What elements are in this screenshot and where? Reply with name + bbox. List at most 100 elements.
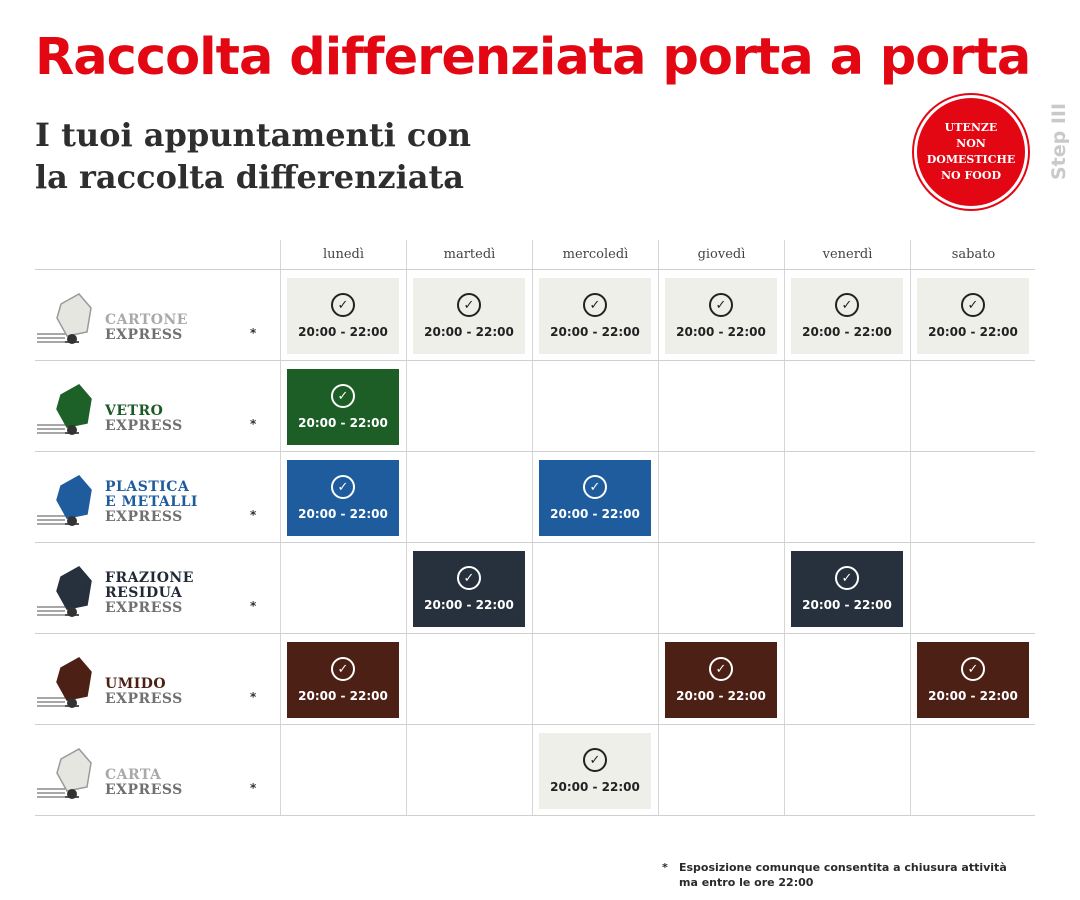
waste-type-name: CARTONE	[105, 312, 188, 328]
glass-bin-icon	[35, 383, 101, 443]
footnote-mark: *	[662, 861, 668, 874]
slot-time: 20:00 - 22:00	[802, 325, 892, 339]
user-type-badge: UTENZE NON DOMESTICHE NO FOOD	[914, 95, 1028, 209]
asterisk-note: *	[250, 781, 257, 795]
collection-slot: ✓ 20:00 - 22:00	[287, 460, 399, 536]
asterisk-note: *	[250, 690, 257, 704]
day-cell	[658, 452, 784, 542]
check-clock-icon: ✓	[961, 657, 985, 681]
collection-slot: ✓ 20:00 - 22:00	[287, 642, 399, 718]
slot-time: 20:00 - 22:00	[802, 598, 892, 612]
express-label: EXPRESS	[105, 691, 183, 707]
check-clock-icon: ✓	[457, 566, 481, 590]
table-row: UMIDO EXPRESS * ✓ 20:00 - 22:00 ✓ 20:00 - 22:0…	[35, 634, 1035, 725]
day-cell: ✓ 20:00 - 22:00	[532, 270, 658, 360]
day-cell	[406, 634, 532, 724]
day-cell	[658, 725, 784, 815]
collection-slot: ✓ 20:00 - 22:00	[917, 642, 1029, 718]
slot-time: 20:00 - 22:00	[424, 325, 514, 339]
residual-bin-icon	[35, 565, 101, 625]
page-subtitle: I tuoi appuntamenti con la raccolta diff…	[35, 116, 471, 196]
footnote-text: Esposizione comunque consentita a chiusu…	[679, 861, 1007, 889]
day-cell	[784, 634, 910, 724]
waste-type-name: FRAZIONE RESIDUA	[105, 570, 194, 601]
express-label: EXPRESS	[105, 782, 183, 798]
day-cell	[784, 452, 910, 542]
day-cell: ✓ 20:00 - 22:00	[280, 270, 406, 360]
day-cell	[910, 452, 1036, 542]
slot-time: 20:00 - 22:00	[298, 689, 388, 703]
day-cell	[406, 725, 532, 815]
slot-time: 20:00 - 22:00	[550, 780, 640, 794]
page-title: Raccolta differenziata porta a porta	[35, 28, 1031, 87]
collection-slot: ✓ 20:00 - 22:00	[413, 551, 525, 627]
day-cell	[658, 361, 784, 451]
slot-time: 20:00 - 22:00	[676, 325, 766, 339]
day-cell: ✓ 20:00 - 22:00	[280, 634, 406, 724]
day-cell: ✓ 20:00 - 22:00	[658, 634, 784, 724]
collection-slot: ✓ 20:00 - 22:00	[539, 278, 651, 354]
slot-time: 20:00 - 22:00	[928, 689, 1018, 703]
check-clock-icon: ✓	[835, 293, 859, 317]
waste-label-cell: CARTA EXPRESS *	[35, 725, 280, 815]
waste-label-cell: UMIDO EXPRESS *	[35, 634, 280, 724]
waste-type-name: PLASTICA E METALLI	[105, 479, 198, 510]
check-clock-icon: ✓	[583, 748, 607, 772]
check-clock-icon: ✓	[709, 293, 733, 317]
asterisk-note: *	[250, 508, 257, 522]
day-cell	[406, 452, 532, 542]
day-cell	[910, 725, 1036, 815]
step-label: Step III	[1048, 102, 1070, 180]
day-header: mercoledì	[532, 240, 658, 269]
asterisk-note: *	[250, 326, 257, 340]
slot-time: 20:00 - 22:00	[550, 507, 640, 521]
day-cell: ✓ 20:00 - 22:00	[784, 543, 910, 633]
check-clock-icon: ✓	[961, 293, 985, 317]
express-label: EXPRESS	[105, 600, 183, 616]
slot-time: 20:00 - 22:00	[928, 325, 1018, 339]
table-row: CARTA EXPRESS * ✓ 20:00 - 22:00	[35, 725, 1035, 816]
collection-slot: ✓ 20:00 - 22:00	[791, 551, 903, 627]
table-row: FRAZIONE RESIDUA EXPRESS * ✓ 20:00 - 22:00 ✓ 2…	[35, 543, 1035, 634]
check-clock-icon: ✓	[331, 475, 355, 499]
table-row: PLASTICA E METALLI EXPRESS * ✓ 20:00 - 22:00…	[35, 452, 1035, 543]
collection-slot: ✓ 20:00 - 22:00	[665, 642, 777, 718]
day-header: venerdì	[784, 240, 910, 269]
badge-text: UTENZE NON DOMESTICHE NO FOOD	[926, 121, 1016, 182]
day-cell	[910, 361, 1036, 451]
day-cell: ✓ 20:00 - 22:00	[532, 725, 658, 815]
day-cell: ✓ 20:00 - 22:00	[406, 543, 532, 633]
table-header-row: lunedì martedì mercoledì giovedì venerdì saba…	[35, 240, 1035, 270]
paper-bin-icon	[35, 747, 101, 807]
cardboard-bin-icon	[35, 292, 101, 352]
day-cell: ✓ 20:00 - 22:00	[280, 452, 406, 542]
waste-label-cell: CARTONE EXPRESS *	[35, 270, 280, 360]
waste-type-name: CARTA	[105, 767, 162, 783]
check-clock-icon: ✓	[331, 657, 355, 681]
waste-label-cell: PLASTICA E METALLI EXPRESS *	[35, 452, 280, 542]
day-cell	[532, 543, 658, 633]
check-clock-icon: ✓	[835, 566, 859, 590]
waste-label-cell: VETRO EXPRESS *	[35, 361, 280, 451]
collection-slot: ✓ 20:00 - 22:00	[791, 278, 903, 354]
collection-schedule-table: lunedì martedì mercoledì giovedì venerdì saba…	[35, 240, 1035, 816]
waste-label-cell: FRAZIONE RESIDUA EXPRESS *	[35, 543, 280, 633]
slot-time: 20:00 - 22:00	[424, 598, 514, 612]
plastic-bin-icon	[35, 474, 101, 534]
asterisk-note: *	[250, 599, 257, 613]
day-cell	[658, 543, 784, 633]
asterisk-note: *	[250, 417, 257, 431]
collection-slot: ✓ 20:00 - 22:00	[287, 369, 399, 445]
collection-slot: ✓ 20:00 - 22:00	[413, 278, 525, 354]
day-cell	[784, 361, 910, 451]
day-header: giovedì	[658, 240, 784, 269]
check-clock-icon: ✓	[331, 384, 355, 408]
day-cell: ✓ 20:00 - 22:00	[532, 452, 658, 542]
day-cell: ✓ 20:00 - 22:00	[784, 270, 910, 360]
waste-type-name: VETRO	[105, 403, 164, 419]
collection-slot: ✓ 20:00 - 22:00	[539, 460, 651, 536]
header-spacer	[35, 240, 280, 269]
day-cell: ✓ 20:00 - 22:00	[658, 270, 784, 360]
express-label: EXPRESS	[105, 327, 183, 343]
check-clock-icon: ✓	[583, 475, 607, 499]
